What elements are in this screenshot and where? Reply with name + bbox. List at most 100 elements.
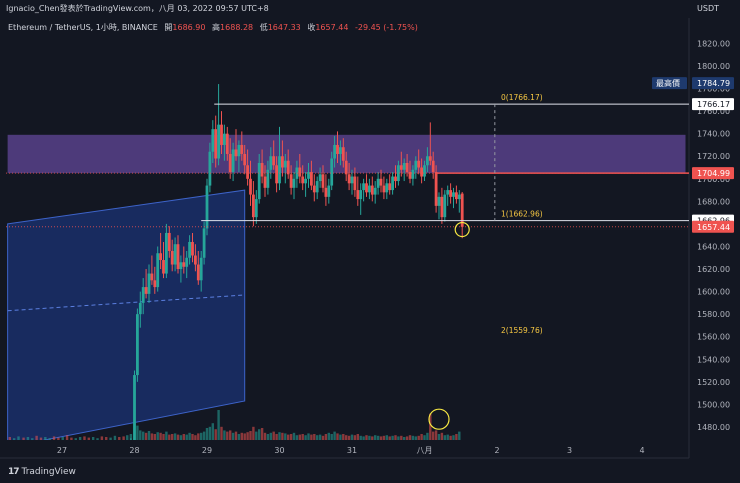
- volume-bar: [420, 434, 423, 440]
- volume-bar: [347, 435, 351, 440]
- volume-bar: [342, 434, 345, 440]
- channel-midline: [7, 294, 245, 312]
- candle-body: [150, 273, 154, 281]
- candle-body: [217, 124, 220, 159]
- candle-body: [199, 257, 203, 281]
- volume-bar: [61, 437, 64, 440]
- volume-bar: [318, 434, 322, 440]
- candle-body: [289, 174, 293, 188]
- candle-body: [452, 192, 455, 197]
- volume-bar: [437, 434, 441, 440]
- volume-bar: [423, 435, 426, 440]
- candle-body: [391, 176, 394, 191]
- candle-body: [446, 190, 450, 195]
- close-value: 1657.44: [315, 23, 349, 32]
- candle-body: [310, 172, 313, 186]
- candle-body: [382, 185, 386, 193]
- candle-body: [159, 253, 162, 261]
- price-tag-bg: [692, 98, 734, 111]
- top-bar: Ignacio_Chen發表於TradingView.com，八月 03, 20…: [0, 0, 740, 18]
- volume-bar: [165, 431, 168, 440]
- y-tick-label: 1680.00: [697, 197, 730, 206]
- x-tick-label: 30: [274, 446, 284, 455]
- candle-body: [182, 262, 186, 267]
- volume-bar: [368, 435, 371, 440]
- volume-bar: [304, 435, 307, 440]
- candle-body: [336, 144, 339, 154]
- price-tag-text: 1704.99: [697, 169, 730, 178]
- candle-body: [214, 129, 218, 159]
- volume-bar: [191, 434, 194, 440]
- volume-bar: [52, 436, 56, 440]
- y-tick-label: 1800.00: [697, 62, 730, 71]
- candle-body: [440, 196, 444, 218]
- volume-bar: [139, 430, 142, 440]
- volume-bar: [295, 435, 299, 440]
- candle-body: [350, 176, 354, 184]
- volume-bar: [362, 436, 365, 440]
- fib-label-0: 0(1766.17): [501, 93, 543, 102]
- volume-bar: [324, 434, 328, 440]
- candle-body: [138, 302, 142, 315]
- volume-bar: [350, 434, 354, 440]
- candle-body: [368, 185, 371, 193]
- volume-bar: [200, 432, 203, 440]
- tradingview-icon: 17: [8, 467, 19, 477]
- volume-bar: [105, 437, 108, 440]
- volume-bar: [237, 434, 241, 440]
- volume-bar: [252, 426, 255, 440]
- volume-bar: [12, 438, 16, 440]
- volume-bar: [78, 437, 82, 440]
- volume-bar: [397, 436, 400, 440]
- volume-bar: [434, 430, 438, 440]
- y-tick-label: 1480.00: [697, 423, 730, 432]
- low-value: 1647.33: [267, 23, 301, 32]
- candle-body: [254, 199, 258, 218]
- volume-bar: [31, 438, 34, 440]
- volume-bar: [118, 437, 121, 440]
- volume-bar: [385, 435, 388, 440]
- price-tag-text: 1766.17: [697, 100, 730, 109]
- volume-bar: [345, 435, 348, 440]
- price-tag-label: 最高價: [656, 78, 680, 88]
- volume-bar: [220, 426, 223, 440]
- candle-body: [324, 187, 328, 197]
- fib-label-1: 1(1662.96): [501, 210, 543, 219]
- footer: 17 TradingView: [0, 462, 740, 483]
- candle-body: [275, 165, 278, 184]
- high-label: 高: [212, 23, 221, 32]
- volume-bar: [429, 413, 432, 440]
- volume-bar: [182, 434, 185, 440]
- candle-body: [133, 375, 136, 440]
- low-label: 低: [259, 23, 268, 32]
- candle-body: [53, 453, 56, 456]
- candle-body: [312, 185, 316, 193]
- volume-bar: [150, 433, 154, 440]
- x-tick-label: 29: [202, 446, 212, 455]
- y-tick-label: 1600.00: [697, 288, 730, 297]
- volume-bar: [22, 437, 25, 440]
- candle-body: [114, 450, 117, 453]
- volume-bar: [229, 430, 232, 440]
- candle-body: [228, 153, 232, 173]
- candle-body: [307, 172, 310, 179]
- candle-body: [362, 183, 365, 191]
- open-value: 1686.90: [172, 23, 206, 32]
- volume-bar: [208, 426, 212, 440]
- volume-bar: [226, 431, 229, 440]
- candle-body: [211, 129, 215, 152]
- volume-bar: [417, 435, 420, 440]
- candle-body: [126, 451, 129, 456]
- volume-bar: [374, 435, 377, 440]
- x-tick-label: 4: [639, 446, 644, 455]
- tradingview-logo[interactable]: 17 TradingView: [8, 467, 76, 477]
- candle-body: [394, 176, 397, 182]
- currency-label: USDT: [697, 4, 719, 13]
- candle-body: [196, 264, 200, 281]
- candle-body: [243, 153, 247, 166]
- volume-bar: [449, 435, 452, 440]
- candle-body: [170, 250, 174, 265]
- volume-bar: [197, 433, 200, 440]
- highlight-circle-0: [454, 221, 470, 238]
